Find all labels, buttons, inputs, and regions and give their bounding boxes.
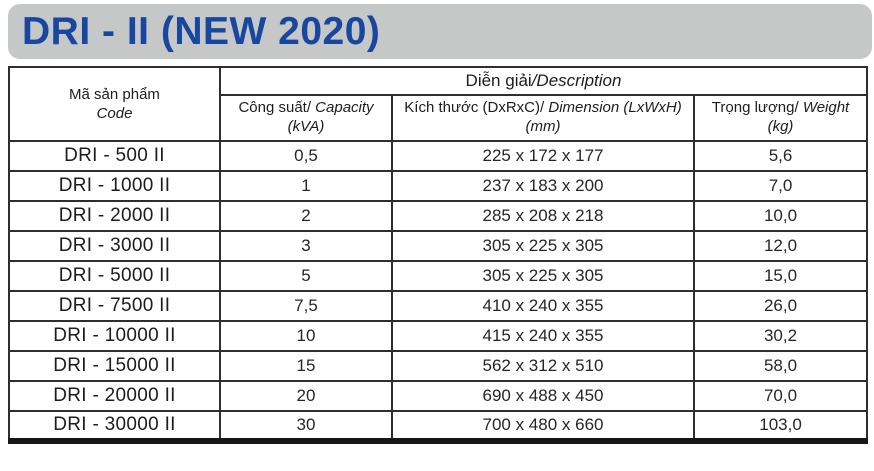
capacity-cell: 3 [219, 230, 393, 262]
dimension-cell: 225 x 172 x 177 [391, 140, 695, 172]
header-capacity-unit: (kVA) [287, 118, 325, 135]
capacity-cell: 7,5 [219, 290, 393, 322]
table-body: DRI - 500 II 0,5 225 x 172 x 177 5,6 DRI… [8, 140, 869, 442]
table-row: DRI - 5000 II 5 305 x 225 x 305 15,0 [8, 260, 869, 292]
header-dimension-unit: (mm) [525, 118, 561, 135]
capacity-cell: 1 [219, 170, 393, 202]
code-cell: DRI - 7500 II [8, 290, 221, 322]
header-capacity: Công suất/ Capacity (kVA) [219, 94, 393, 142]
table-row: DRI - 15000 II 15 562 x 312 x 510 58,0 [8, 350, 869, 382]
capacity-cell: 30 [219, 410, 393, 442]
title-banner: DRI - II (NEW 2020) [8, 4, 872, 59]
table-row: DRI - 10000 II 10 415 x 240 x 355 30,2 [8, 320, 869, 352]
code-cell: DRI - 1000 II [8, 170, 221, 202]
spec-table: Mã sản phẩm Code Diễn giải/Description C… [8, 66, 869, 444]
weight-cell: 5,6 [692, 140, 869, 172]
code-cell: DRI - 15000 II [8, 350, 221, 382]
weight-cell: 103,0 [692, 410, 869, 442]
header-capacity-en: Capacity [315, 99, 374, 117]
dimension-cell: 700 x 480 x 660 [391, 410, 695, 442]
weight-cell: 10,0 [692, 200, 869, 232]
header-weight: Trọng lượng/ Weight (kg) [692, 94, 869, 142]
weight-cell: 26,0 [692, 290, 869, 322]
dimension-cell: 562 x 312 x 510 [391, 350, 695, 382]
dimension-cell: 237 x 183 x 200 [391, 170, 695, 202]
table-row: DRI - 1000 II 1 237 x 183 x 200 7,0 [8, 170, 869, 202]
code-cell: DRI - 2000 II [8, 200, 221, 232]
header-dimension: Kích thước (DxRxC)/ Dimension (LxWxH) (m… [391, 94, 695, 142]
table-row: DRI - 3000 II 3 305 x 225 x 305 12,0 [8, 230, 869, 262]
table-row: DRI - 20000 II 20 690 x 488 x 450 70,0 [8, 380, 869, 412]
weight-cell: 7,0 [692, 170, 869, 202]
header-description-vi: Diễn giải [465, 71, 532, 90]
header-weight-en: Weight (kg) [767, 99, 850, 135]
header-code: Mã sản phẩm Code [8, 66, 221, 142]
capacity-cell: 10 [219, 320, 393, 352]
header-code-vi: Mã sản phẩm [69, 85, 160, 103]
header-description-en: /Description [531, 71, 622, 90]
dimension-cell: 410 x 240 x 355 [391, 290, 695, 322]
code-cell: DRI - 3000 II [8, 230, 221, 262]
capacity-cell: 0,5 [219, 140, 393, 172]
table-row: DRI - 500 II 0,5 225 x 172 x 177 5,6 [8, 140, 869, 172]
header-capacity-vi: Công suất/ [238, 99, 311, 117]
table-header: Mã sản phẩm Code Diễn giải/Description C… [8, 66, 869, 142]
code-cell: DRI - 10000 II [8, 320, 221, 352]
capacity-cell: 20 [219, 380, 393, 412]
code-cell: DRI - 5000 II [8, 260, 221, 292]
weight-cell: 58,0 [692, 350, 869, 382]
table-row: DRI - 30000 II 30 700 x 480 x 660 103,0 [8, 410, 869, 442]
dimension-cell: 305 x 225 x 305 [391, 230, 695, 262]
code-cell: DRI - 30000 II [8, 410, 221, 442]
weight-cell: 30,2 [692, 320, 869, 352]
dimension-cell: 305 x 225 x 305 [391, 260, 695, 292]
code-cell: DRI - 500 II [8, 140, 221, 172]
capacity-cell: 15 [219, 350, 393, 382]
header-weight-vi: Trọng lượng/ [711, 99, 799, 117]
header-dimension-vi: Kích thước (DxRxC)/ [404, 99, 545, 117]
code-cell: DRI - 20000 II [8, 380, 221, 412]
dimension-cell: 415 x 240 x 355 [391, 320, 695, 352]
header-dimension-en: Dimension (LxWxH) [548, 99, 682, 117]
dimension-cell: 690 x 488 x 450 [391, 380, 695, 412]
capacity-cell: 2 [219, 200, 393, 232]
header-code-en: Code [96, 105, 133, 122]
weight-cell: 12,0 [692, 230, 869, 262]
page-title: DRI - II (NEW 2020) [22, 9, 381, 53]
capacity-cell: 5 [219, 260, 393, 292]
dimension-cell: 285 x 208 x 218 [391, 200, 695, 232]
weight-cell: 15,0 [692, 260, 869, 292]
header-description: Diễn giải/Description [218, 66, 869, 96]
weight-cell: 70,0 [692, 380, 869, 412]
table-row: DRI - 7500 II 7,5 410 x 240 x 355 26,0 [8, 290, 869, 322]
table-row: DRI - 2000 II 2 285 x 208 x 218 10,0 [8, 200, 869, 232]
